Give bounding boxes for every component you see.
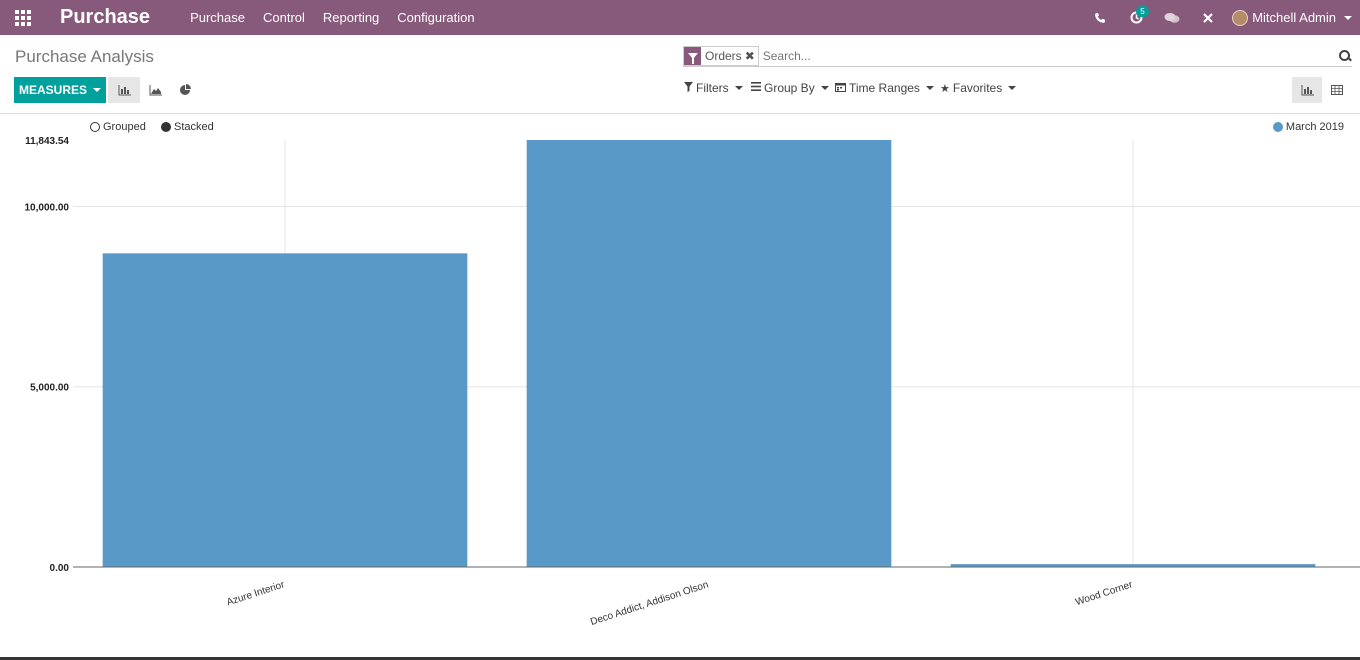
bottom-edge [0,657,1360,660]
favorites-label: Favorites [952,81,1003,95]
search-input[interactable] [762,48,1338,63]
bar-chart-icon [118,84,131,95]
grouped-label: Grouped [103,121,146,133]
x-tick-label: Azure Interior [225,579,286,608]
legend-series-label: March 2019 [1285,121,1344,133]
radio-empty-icon [90,122,100,132]
user-name: Mitchell Admin [1252,10,1336,25]
time-ranges-label: Time Ranges [849,81,920,95]
stacked-option[interactable]: Stacked [161,121,214,133]
app-brand[interactable]: Purchase [60,6,151,28]
caret-down-icon [1008,86,1017,90]
pivot-view-button[interactable] [1322,77,1352,103]
bar-chart-icon [1301,84,1314,95]
bar-chart-mode-button[interactable] [108,77,140,103]
stacked-label: Stacked [174,121,214,133]
activity-clock-icon[interactable]: 5 [1118,0,1154,35]
chevron-down-icon [1344,15,1352,20]
breadcrumb: Purchase Analysis [15,47,154,66]
bar [102,253,468,568]
group-by-dropdown[interactable]: Group By [751,81,829,95]
facet-value: Orders [705,48,742,63]
filters-label: Filters [696,81,729,95]
search-bar: Orders ✖ [683,45,1352,67]
bar [526,140,892,567]
pie-chart-icon [180,84,191,95]
measures-button[interactable]: MEASURES [14,77,106,103]
area-chart-icon [149,84,162,95]
y-tick-label: 5,000.00 [30,383,69,394]
time-ranges-dropdown[interactable]: Time Ranges [835,81,934,95]
x-tick-label: Wood Corner [1074,579,1134,608]
bar [950,564,1316,567]
group-by-label: Group By [764,81,815,95]
x-tick-label: Deco Addict, Addison Olson [589,579,710,628]
user-menu[interactable]: Mitchell Admin [1232,9,1352,26]
facet-remove-icon[interactable]: ✖ [744,48,755,63]
legend-dot-icon [1272,122,1283,132]
tools-icon[interactable] [1190,0,1226,35]
pie-chart-mode-button[interactable] [169,77,201,103]
favorites-dropdown[interactable]: ★ Favorites [940,81,1017,95]
chart-legend[interactable]: March 2019 [1272,121,1344,133]
line-chart-mode-button[interactable] [139,77,171,103]
filter-icon [684,81,693,95]
filters-dropdown[interactable]: Filters [684,81,743,95]
y-tick-label: 0.00 [50,563,70,574]
caret-down-icon [820,86,829,90]
search-facet[interactable]: Orders ✖ [683,45,759,66]
menu-purchase[interactable]: Purchase [190,10,245,25]
filter-icon [684,46,701,65]
graph-view-button[interactable] [1292,77,1322,103]
avatar [1232,9,1249,26]
y-tick-label: 10,000.00 [25,202,70,213]
calendar-icon [835,82,846,95]
grouped-option[interactable]: Grouped [90,121,146,133]
apps-menu-icon[interactable] [0,0,46,35]
chat-icon[interactable] [1154,0,1190,35]
table-icon [1331,85,1343,95]
radio-filled-icon [161,122,171,132]
top-navbar: Purchase Purchase Control Reporting Conf… [0,0,1360,35]
caret-down-icon [93,88,101,92]
measures-label: MEASURES [18,83,87,97]
menu-reporting[interactable]: Reporting [322,10,380,25]
menu-control[interactable]: Control [262,10,305,25]
phone-icon[interactable] [1082,0,1118,35]
star-icon: ★ [940,82,950,95]
search-icon[interactable] [1338,49,1352,63]
y-tick-label: 11,843.54 [25,136,69,147]
bars-icon [751,82,761,94]
bar-chart: 0.00 5,000.00 10,000.00 11,843.54 Azure Inte… [25,136,1360,628]
caret-down-icon [925,86,934,90]
caret-down-icon [734,86,743,90]
menu-configuration[interactable]: Configuration [397,10,475,25]
control-panel-divider [0,113,1360,114]
activity-badge: 5 [1136,6,1149,17]
